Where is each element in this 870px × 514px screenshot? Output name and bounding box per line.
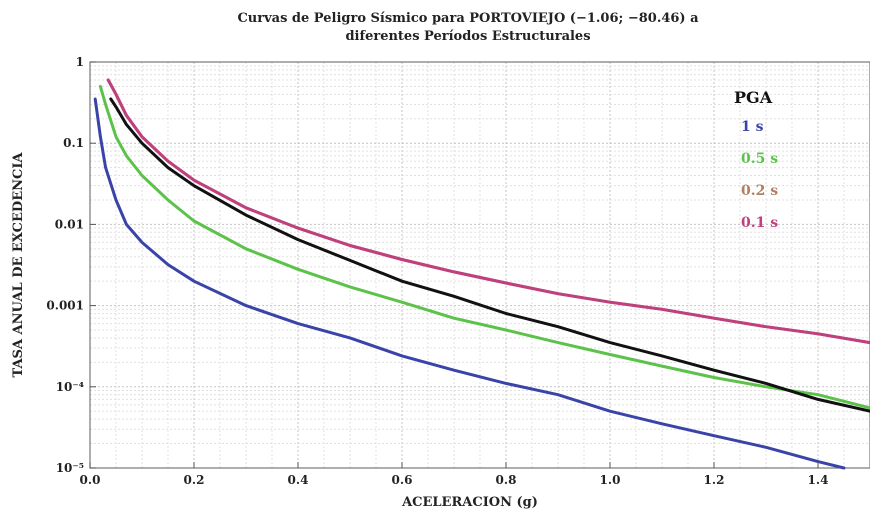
x-tick-label: 0.6: [392, 473, 413, 487]
chart-title-line-1: Curvas de Peligro Sísmico para PORTOVIEJ…: [237, 11, 699, 26]
x-tick-label: 1.0: [600, 473, 621, 487]
y-axis-ticks: 10⁻⁵ 10⁻⁴ 0.001 0.01 0.1 1: [46, 55, 96, 475]
legend-entry: 0.2 s: [741, 183, 778, 199]
series-line-pga: [109, 97, 870, 413]
legend-title: PGA: [734, 88, 773, 107]
y-tick-label: 1: [76, 55, 84, 69]
y-tick-label: 10⁻⁵: [56, 461, 84, 475]
chart-title-line-2: diferentes Períodos Estructurales: [345, 29, 590, 44]
legend-entry: 0.1 s: [741, 215, 778, 231]
x-tick-label: 0.0: [80, 473, 101, 487]
series-line-0-1-s: [106, 78, 870, 345]
legend-entry: 0.5 s: [741, 151, 778, 167]
y-tick-label: 0.1: [63, 136, 84, 150]
y-axis-label: TASA ANUAL DE EXCEDENCIA: [11, 152, 26, 378]
x-tick-label: 1.4: [808, 473, 829, 487]
series-line-0-5-s: [98, 84, 870, 410]
x-axis-ticks: 0.0 0.2 0.4 0.6 0.8 1.0 1.2 1.4: [80, 462, 829, 487]
x-tick-label: 0.2: [184, 473, 205, 487]
y-tick-label: 10⁻⁴: [56, 380, 84, 394]
x-axis-label: ACELERACION (g): [401, 495, 538, 510]
y-tick-label: 0.001: [46, 299, 84, 313]
series-line-1-s: [93, 97, 846, 470]
plot-grid: [89, 62, 870, 469]
x-tick-label: 0.4: [288, 473, 309, 487]
series-layer: [93, 78, 870, 470]
plot-frame: [89, 61, 870, 469]
x-tick-label: 1.2: [704, 473, 725, 487]
legend-entry: 1 s: [741, 119, 764, 135]
x-tick-label: 0.8: [496, 473, 517, 487]
legend: PGA 1 s 0.5 s 0.2 s 0.1 s: [734, 88, 778, 231]
y-tick-label: 0.01: [55, 217, 84, 231]
